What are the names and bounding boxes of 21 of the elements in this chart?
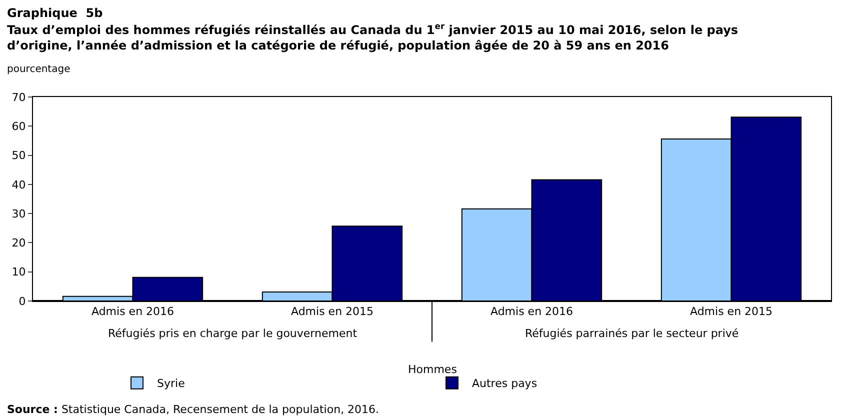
x-tick-label: Admis en 2015 [290, 305, 374, 318]
y-tick-label: 0 [18, 294, 26, 308]
y-tick-label: 70 [12, 90, 26, 104]
y-tick-label: 40 [12, 178, 26, 192]
y-tick-label: 60 [12, 120, 26, 133]
legend-label: Autres pays [472, 377, 538, 390]
chart-subtitle: Taux d’emploi des hommes réfugiés réinstallés au Canada du 1$^{er}$ janvier 2015 au 10 mai 2016, selon le pays d’origine, l’année d’admission et la catégorie de réfugié, population âgée de 20 à 59 ans en 2016 [7, 21, 738, 53]
text: Réfugiés parrainés par le secteur privé [525, 327, 739, 340]
x-tick-label: Admis en 2016 [91, 305, 174, 318]
y-tick-label: 30 [12, 207, 26, 220]
chart-title: Graphique 5b [7, 6, 104, 20]
text: Réfugiés pris en charge par le gouvernement [108, 327, 358, 340]
legend-label: Syrie [157, 377, 186, 390]
x-tick-label: Admis en 2015 [690, 305, 773, 318]
y-tick-label: 20 [12, 236, 26, 250]
y-axis-title: pourcentage [7, 64, 70, 75]
x-axis-title: Hommes [408, 363, 458, 376]
y-tick-label: 50 [12, 149, 26, 162]
source-note: Source : Statistique Canada, Recensement de la population, 2016. [7, 403, 380, 416]
x-tick-label: Admis en 2016 [490, 305, 574, 318]
y-tick-label: 10 [12, 266, 26, 279]
